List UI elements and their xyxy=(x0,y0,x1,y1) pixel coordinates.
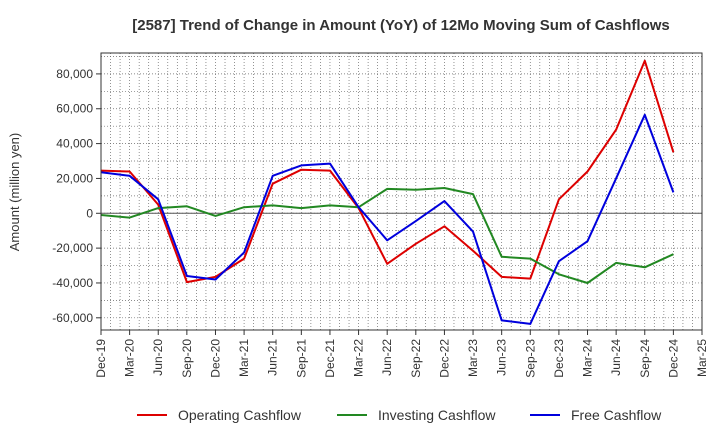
x-tick-label: Sep-23 xyxy=(523,339,537,378)
x-tick-label: Jun-20 xyxy=(151,339,165,376)
x-tick-label: Jun-21 xyxy=(266,339,280,376)
y-axis-label: Amount (million yen) xyxy=(7,133,22,252)
x-tick-label: Sep-24 xyxy=(638,339,652,378)
grid-layer xyxy=(100,53,703,330)
x-tick-label: Dec-19 xyxy=(94,339,108,378)
x-tick-label: Jun-23 xyxy=(495,339,509,376)
series-line-free-cashflow xyxy=(100,113,675,325)
x-tick-label: Jun-24 xyxy=(609,339,623,376)
x-tick-label: Mar-25 xyxy=(695,339,709,377)
y-tick-label: 20,000 xyxy=(56,171,93,185)
x-tick-label: Sep-20 xyxy=(180,339,194,378)
plot-frame xyxy=(100,52,703,331)
legend-label-operating-cashflow: Operating Cashflow xyxy=(178,407,302,423)
chart-title: [2587] Trend of Change in Amount (YoY) o… xyxy=(132,17,670,34)
x-tick-label: Mar-22 xyxy=(352,339,366,377)
series-line-investing-cashflow xyxy=(100,187,674,284)
x-tick-label: Dec-24 xyxy=(666,339,680,378)
y-tick-label: 60,000 xyxy=(56,102,93,116)
x-tick-label: Sep-21 xyxy=(294,339,308,378)
x-tick-label: Dec-21 xyxy=(323,339,337,378)
y-tick-label: 80,000 xyxy=(56,67,93,81)
x-tick-label: Mar-21 xyxy=(237,339,251,377)
x-tick-label: Dec-22 xyxy=(437,339,451,378)
axis-layer: -60,000 -40,000 -20,000 0 20,000 40,000 60,000… xyxy=(52,52,709,378)
x-tick-label: Dec-23 xyxy=(552,339,566,378)
legend-label-free-cashflow: Free Cashflow xyxy=(571,407,662,423)
legend: Operating Cashflow Investing Cashflow Free… xyxy=(137,407,662,423)
legend-label-investing-cashflow: Investing Cashflow xyxy=(378,407,496,423)
x-tick-label: Mar-24 xyxy=(581,339,595,377)
x-tick-label: Jun-22 xyxy=(380,339,394,376)
series-layer xyxy=(100,59,675,325)
y-tick-label: 0 xyxy=(86,206,93,220)
x-tick-label: Mar-20 xyxy=(123,339,137,377)
plot-area xyxy=(101,53,702,330)
x-tick-label: Dec-20 xyxy=(208,339,222,378)
y-tick-label: -60,000 xyxy=(52,311,93,325)
series-line-operating-cashflow xyxy=(100,59,675,284)
y-tick-label: -20,000 xyxy=(52,241,93,255)
x-tick-label: Sep-22 xyxy=(409,339,423,378)
x-tick-label: Mar-23 xyxy=(466,339,480,377)
y-tick-label: -40,000 xyxy=(52,276,93,290)
y-tick-label: 40,000 xyxy=(56,137,93,151)
